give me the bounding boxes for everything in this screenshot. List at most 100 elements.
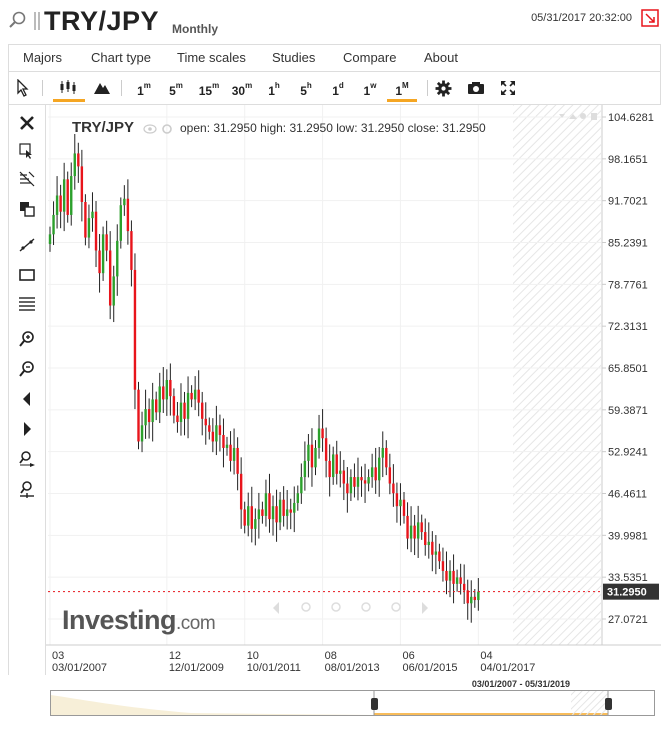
gear-icon[interactable] — [161, 123, 173, 135]
chart-header: TRY/JPY Monthly 05/31/2017 20:32:00 — [0, 0, 669, 44]
high-label: high: — [260, 121, 287, 135]
scroll-right-icon[interactable] — [17, 419, 37, 439]
chart-area[interactable]: 104.6281 98.1651 91.7021 85.2391 78.7761 72.3… — [46, 105, 661, 675]
navigator-right-handle[interactable] — [605, 698, 612, 710]
candle-body — [395, 493, 399, 507]
candle-body — [70, 176, 73, 215]
candle-body — [140, 425, 144, 442]
x-tick-label-top: 06 — [402, 650, 414, 662]
clone-icon[interactable] — [17, 199, 37, 219]
candle-body — [413, 525, 416, 539]
zoom-range-in-icon[interactable] — [17, 449, 37, 469]
y-tick-label: 78.7761 — [608, 279, 648, 291]
candle-body — [441, 561, 445, 571]
y-tick-label: 91.7021 — [608, 196, 648, 208]
menu-compare[interactable]: Compare — [343, 50, 397, 65]
candle-body — [339, 470, 342, 474]
menu-bar: Majors Chart type Time scales Studies Co… — [8, 44, 661, 72]
horizontal-lines-icon[interactable] — [17, 295, 37, 315]
timeframe-1w[interactable]: 1w — [363, 81, 377, 98]
candle-body — [243, 509, 246, 526]
eye-icon[interactable] — [143, 124, 157, 134]
candle-body — [268, 493, 271, 520]
crosshair-icon[interactable] — [17, 141, 37, 161]
candle-body — [204, 418, 207, 426]
menu-time-scales[interactable]: Time scales — [177, 50, 246, 65]
candle-body — [293, 502, 296, 513]
rectangle-icon[interactable] — [17, 265, 37, 285]
x-tick-label-top: 04 — [480, 650, 492, 662]
timeframe-5h[interactable]: 5h — [300, 81, 312, 98]
fullscreen-icon[interactable] — [640, 8, 660, 28]
navigator-left-handle[interactable] — [371, 698, 378, 710]
settings-gear-icon[interactable] — [435, 80, 452, 97]
candle-body — [232, 447, 236, 461]
timeframe-30m[interactable]: 30m — [231, 81, 253, 98]
candle-body — [473, 596, 476, 601]
candle-body — [353, 477, 356, 487]
zoom-in-icon[interactable] — [17, 329, 37, 349]
high-value: 31.2950 — [289, 121, 333, 135]
candle-body — [169, 379, 172, 397]
candle-body — [356, 477, 360, 487]
range-navigator[interactable] — [50, 690, 655, 716]
drawing-tools-panel — [8, 105, 46, 675]
navigator-preview — [51, 691, 609, 715]
candle-body — [459, 577, 462, 584]
candle-body — [59, 195, 62, 212]
price-chart[interactable]: 104.6281 98.1651 91.7021 85.2391 78.7761 72.3… — [46, 105, 661, 675]
candle-body — [94, 211, 98, 251]
candle-body — [112, 276, 115, 306]
candle-body — [420, 522, 423, 533]
candle-body — [48, 234, 52, 245]
candle-body — [183, 402, 186, 419]
timeframe-5m[interactable]: 5m — [169, 81, 183, 98]
menu-about[interactable]: About — [424, 50, 458, 65]
menu-chart-type[interactable]: Chart type — [91, 50, 151, 65]
close-icon[interactable] — [17, 113, 37, 133]
candle-body — [225, 444, 229, 448]
candle-body — [381, 447, 384, 458]
menu-studies[interactable]: Studies — [272, 50, 316, 65]
x-tick-label-bottom: 06/01/2015 — [402, 662, 457, 674]
timeframe-1m[interactable]: 1m — [137, 81, 151, 98]
timeframe-1M[interactable]: 1M — [387, 72, 417, 104]
x-tick-label-top: 12 — [169, 650, 181, 662]
candle-body — [424, 532, 427, 546]
candlestick-chart-button[interactable] — [53, 72, 85, 104]
legend-symbol: TRY/JPY — [72, 119, 134, 136]
toolbar-divider — [427, 80, 428, 96]
fibonacci-icon[interactable] — [17, 169, 37, 189]
zoom-reset-icon[interactable] — [17, 479, 37, 499]
menu-majors[interactable]: Majors — [23, 50, 63, 65]
timeframe-15m[interactable]: 15m — [198, 81, 220, 98]
cursor-icon[interactable] — [15, 79, 31, 97]
candle-body — [108, 250, 112, 306]
ohlc-legend: TRY/JPY open: 31.2950 high: 31.2950 low:… — [72, 119, 486, 136]
search-icon[interactable] — [8, 10, 28, 30]
camera-icon[interactable] — [467, 81, 485, 95]
trendline-icon[interactable] — [17, 235, 37, 255]
timeframe-1h[interactable]: 1h — [268, 81, 280, 98]
candle-body — [374, 467, 377, 481]
scroll-left-icon[interactable] — [17, 389, 37, 409]
toolbar: 1m 5m 15m 30m 1h 5h 1d 1w 1M — [8, 72, 661, 105]
x-tick-label-top: 03 — [52, 650, 64, 662]
zoom-out-icon[interactable] — [17, 359, 37, 379]
candle-body — [176, 415, 179, 423]
area-chart-button[interactable] — [89, 72, 115, 104]
last-price-marker: 31.2950 — [48, 583, 659, 600]
candle-body — [385, 447, 388, 468]
symbol-title: TRY/JPY — [44, 6, 160, 36]
candle-body — [162, 386, 165, 400]
expand-icon[interactable] — [500, 80, 516, 96]
candle-body — [257, 509, 261, 520]
datetime-label: 05/31/2017 20:32:00 — [531, 12, 632, 24]
candle-body — [229, 444, 232, 461]
candle-body — [321, 428, 324, 439]
y-tick-label: 27.0721 — [608, 614, 648, 626]
candle-body — [247, 506, 250, 526]
candle-body — [87, 218, 91, 238]
candle-body — [126, 198, 130, 232]
timeframe-1d[interactable]: 1d — [332, 81, 344, 98]
